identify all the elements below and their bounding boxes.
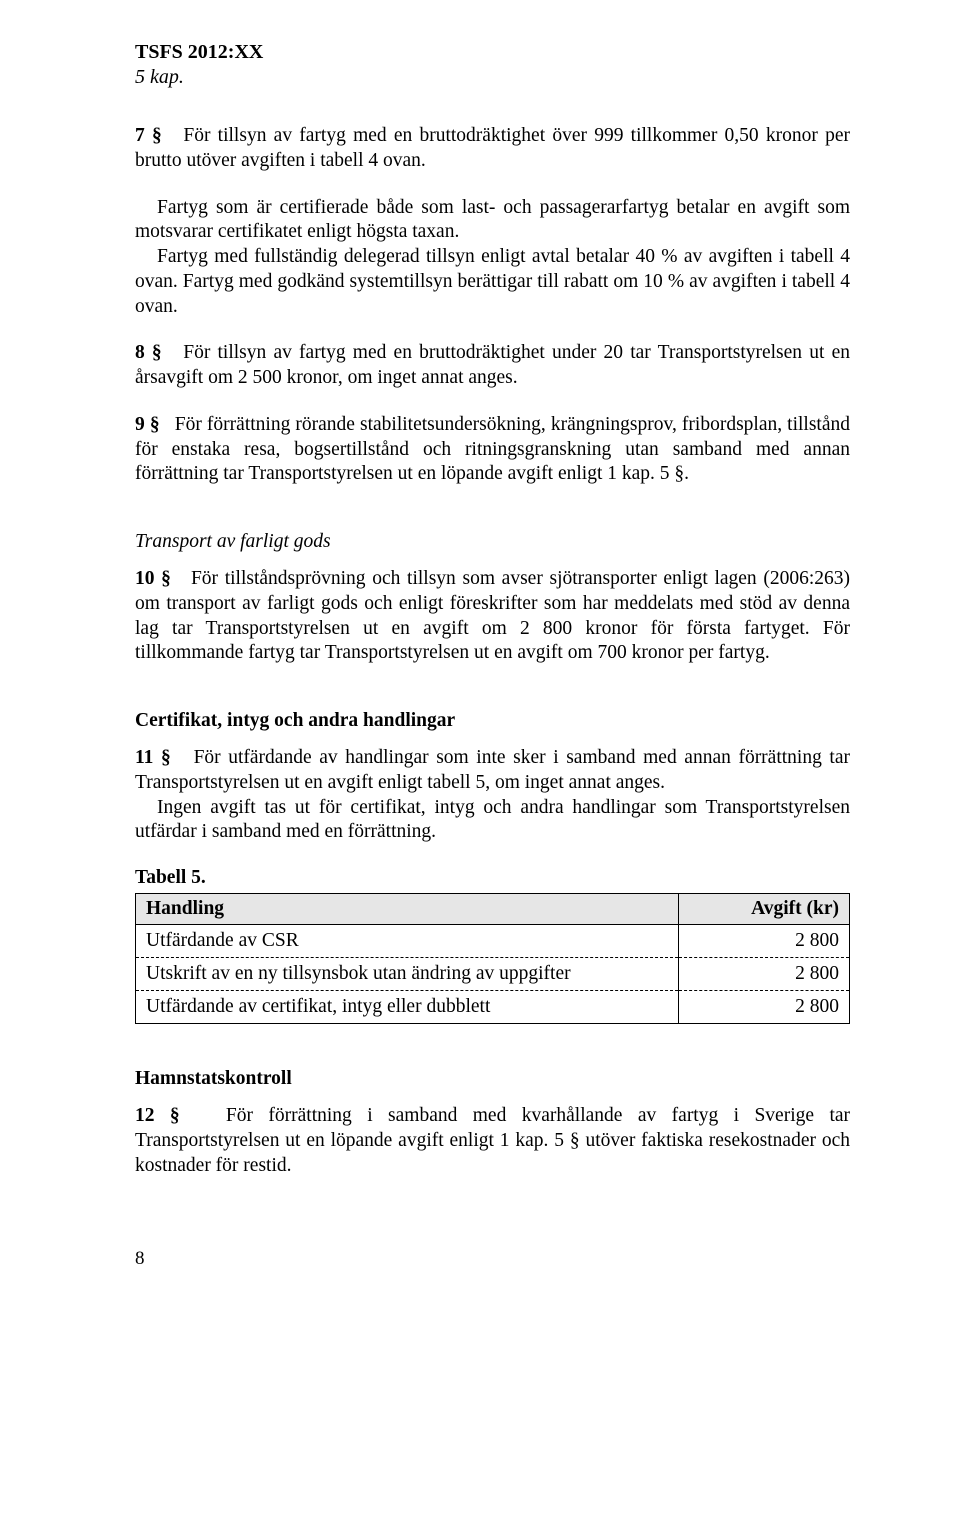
paragraph-7c: Fartyg med fullständig delegerad tillsyn…: [135, 245, 850, 319]
table5-caption: Tabell 5.: [135, 867, 850, 889]
table-header-handling: Handling: [136, 894, 679, 925]
table-cell-value: 2 800: [679, 991, 850, 1024]
table-cell-label: Utfärdande av certifikat, intyg eller du…: [136, 991, 679, 1024]
table-5: Handling Avgift (kr) Utfärdande av CSR 2…: [135, 893, 850, 1024]
section-title-hamnstatskontroll: Hamnstatskontroll: [135, 1068, 850, 1090]
document-page: TSFS 2012:XX 5 kap. 7 § För tillsyn av f…: [0, 0, 960, 1330]
table-header-row: Handling Avgift (kr): [136, 894, 850, 925]
table-cell-value: 2 800: [679, 958, 850, 991]
paragraph-8-text: 8 § För tillsyn av fartyg med en bruttod…: [135, 342, 850, 388]
paragraph-7b-text: Fartyg som är certifierade både som last…: [135, 197, 850, 243]
paragraph-9-text: 9 § För förrättning rörande stabilitetsu…: [135, 414, 850, 485]
paragraph-7c-text: Fartyg med fullständig delegerad tillsyn…: [135, 246, 850, 317]
paragraph-7a-text: 7 § För tillsyn av fartyg med en bruttod…: [135, 125, 850, 171]
table-cell-label: Utfärdande av CSR: [136, 925, 679, 958]
paragraph-9: 9 § För förrättning rörande stabilitetsu…: [135, 413, 850, 487]
doc-reference: TSFS 2012:XX: [135, 40, 850, 65]
paragraph-7b: Fartyg som är certifierade både som last…: [135, 196, 850, 246]
paragraph-11b: Ingen avgift tas ut för certifikat, inty…: [135, 796, 850, 846]
table-cell-label: Utskrift av en ny tillsynsbok utan ändri…: [136, 958, 679, 991]
paragraph-11a: 11 § För utfärdande av handlingar som in…: [135, 746, 850, 796]
section-title-certifikat: Certifikat, intyg och andra handlingar: [135, 710, 850, 732]
table-row: Utfärdande av certifikat, intyg eller du…: [136, 991, 850, 1024]
paragraph-12: 12 § För förrättning i samband med kvarh…: [135, 1104, 850, 1178]
paragraph-7a: 7 § För tillsyn av fartyg med en bruttod…: [135, 124, 850, 174]
table-cell-value: 2 800: [679, 925, 850, 958]
paragraph-10: 10 § För tillståndsprövning och tillsyn …: [135, 567, 850, 666]
paragraph-10-text: 10 § För tillståndsprövning och tillsyn …: [135, 568, 850, 663]
table-row: Utfärdande av CSR 2 800: [136, 925, 850, 958]
paragraph-11b-text: Ingen avgift tas ut för certifikat, inty…: [135, 797, 850, 843]
section-title-transport: Transport av farligt gods: [135, 531, 850, 553]
paragraph-11a-text: 11 § För utfärdande av handlingar som in…: [135, 747, 850, 793]
paragraph-12-text: 12 § För förrättning i samband med kvarh…: [135, 1105, 850, 1176]
paragraph-8: 8 § För tillsyn av fartyg med en bruttod…: [135, 341, 850, 391]
chapter-reference: 5 kap.: [135, 65, 850, 90]
document-header: TSFS 2012:XX 5 kap.: [135, 40, 850, 90]
table-row: Utskrift av en ny tillsynsbok utan ändri…: [136, 958, 850, 991]
page-number: 8: [135, 1248, 850, 1270]
table-header-avgift: Avgift (kr): [679, 894, 850, 925]
